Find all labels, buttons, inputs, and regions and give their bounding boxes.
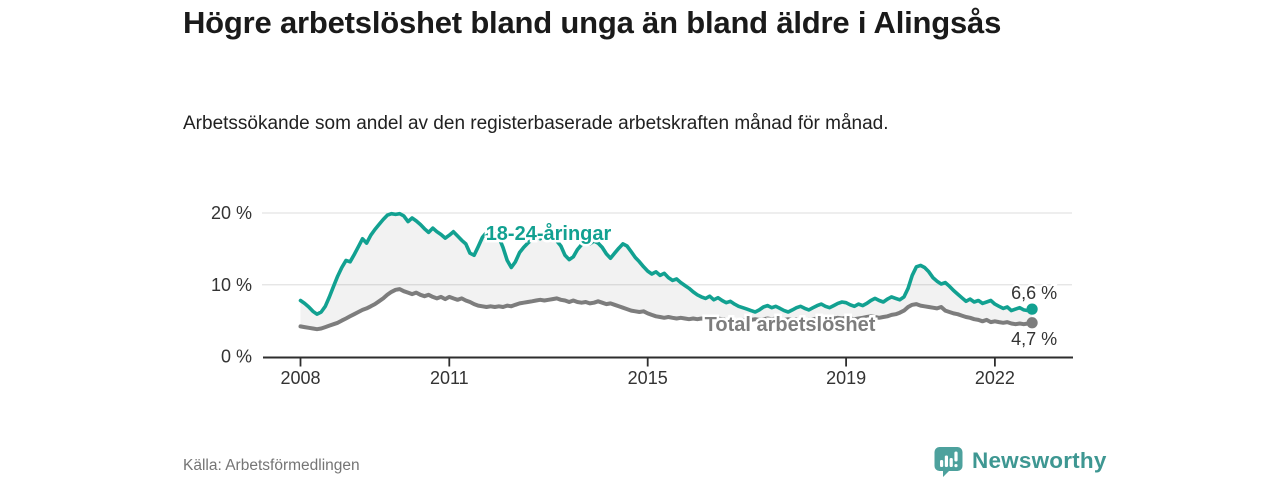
x-tick-label: 2022	[975, 368, 1015, 388]
y-tick-label: 10 %	[211, 275, 252, 295]
page-title: Högre arbetslöshet bland unga än bland ä…	[183, 5, 1002, 40]
y-tick-label: 20 %	[211, 203, 252, 223]
x-tick-label: 2019	[826, 368, 866, 388]
y-tick-label: 0 %	[221, 347, 252, 367]
source-note: Källa: Arbetsförmedlingen	[183, 457, 360, 474]
series-line-1	[298, 287, 1035, 332]
series-end-value-label-1: 4,7 %	[1011, 329, 1057, 349]
series-end-dot-0	[1026, 303, 1038, 315]
x-tick-label: 2008	[280, 368, 320, 388]
newsworthy-logo: Newsworthy	[933, 444, 1107, 478]
series-line-0	[298, 211, 1034, 317]
series-label-1: Total arbetslöshet	[705, 314, 876, 336]
series-label-0: 18-24-åringar	[486, 222, 612, 245]
newsworthy-bubble-chart-icon	[934, 446, 963, 477]
page-subtitle: Arbetssökande som andel av den registerb…	[183, 113, 889, 134]
band-fill	[300, 213, 1033, 330]
x-tick-label: 2015	[628, 368, 668, 388]
series-end-dot-1	[1026, 317, 1038, 329]
newsworthy-wordmark: Newsworthy	[972, 448, 1107, 473]
series-end-value-label-0: 6,6 %	[1011, 283, 1057, 303]
x-tick-label: 2011	[430, 368, 469, 388]
